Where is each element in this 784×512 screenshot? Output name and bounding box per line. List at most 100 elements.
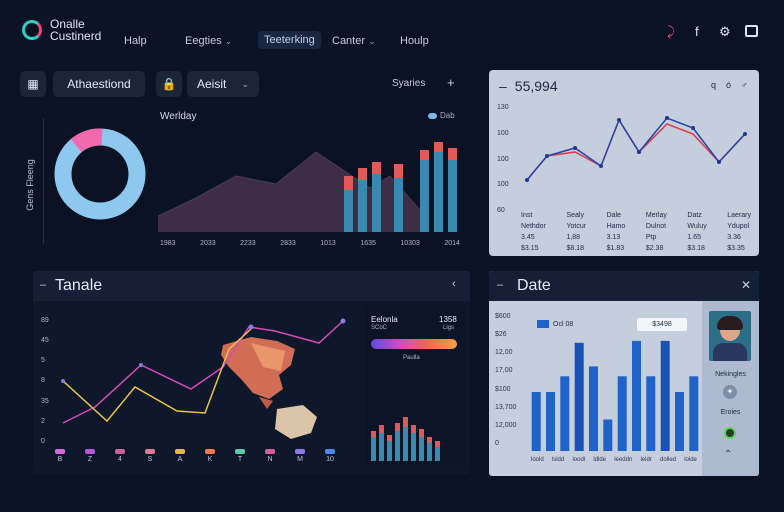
bar <box>395 431 400 461</box>
nav-item-teeterking[interactable]: Teeterking <box>258 31 321 49</box>
bar <box>420 150 429 160</box>
nav-item-eegties[interactable]: Eegties ⌄ <box>185 35 233 47</box>
bar <box>387 441 392 461</box>
date-bar-chart <box>531 340 699 451</box>
settings-icon[interactable]: ⚙ <box>719 24 731 39</box>
weekly-legend: Dab <box>428 111 455 120</box>
side-label-wrap: Gens Fleeng <box>20 150 35 230</box>
window-icon[interactable] <box>745 25 758 37</box>
bar <box>448 160 457 232</box>
pin-icon[interactable]: ⤸ <box>667 24 675 39</box>
legend-item[interactable]: A <box>175 449 185 463</box>
legend-swatch <box>115 449 125 454</box>
nav-item-canter[interactable]: Canter ⌄ <box>332 35 376 47</box>
legend-item[interactable]: 10 <box>325 449 335 463</box>
donut-segment-accent <box>54 128 146 220</box>
facebook-icon[interactable]: f <box>695 24 699 39</box>
point <box>248 324 254 330</box>
bar <box>372 162 381 174</box>
bar <box>372 174 381 232</box>
chevron-down-icon: ⌄ <box>368 36 376 46</box>
legend-swatch <box>428 112 437 119</box>
area-series-line <box>158 151 421 217</box>
bar <box>403 417 408 427</box>
legend-item[interactable]: 4 <box>115 449 125 463</box>
subcard-code: SCoC <box>371 325 388 331</box>
point <box>717 160 721 164</box>
legend-item[interactable]: B <box>55 449 65 463</box>
status-icon[interactable] <box>724 427 736 439</box>
series-label[interactable]: Syaries <box>392 78 426 89</box>
legend-item[interactable]: N <box>265 449 275 463</box>
collapse-icon[interactable]: ‹ <box>452 278 456 290</box>
nav-item-houlp[interactable]: Houlp <box>400 35 429 47</box>
point <box>637 150 641 154</box>
bar <box>403 427 408 461</box>
chevron-up-icon[interactable]: ⌃ <box>724 449 733 460</box>
bar <box>371 437 376 461</box>
bar <box>589 366 598 451</box>
avatar[interactable] <box>709 311 751 361</box>
line-card-icons: q ó ♂ <box>711 80 748 90</box>
legend-swatch <box>85 449 95 454</box>
lock-icon[interactable]: 🔒 <box>156 71 182 97</box>
info-icon[interactable]: ó <box>726 80 732 90</box>
line-card-chart <box>525 116 747 182</box>
divider <box>43 118 44 244</box>
series-yellow <box>62 328 252 423</box>
menu-icon[interactable]: – <box>497 279 504 291</box>
table-column: Sealy Yotcur 1,88 $8.18 <box>566 212 587 252</box>
point <box>139 363 143 367</box>
legend-item[interactable]: S <box>145 449 155 463</box>
point <box>665 116 669 120</box>
app-logo-text[interactable]: Onalle Custinerd <box>50 17 102 43</box>
weekly-x-axis: 1983 2033 2233 2833 1013 1635 10303 2014 <box>160 240 460 247</box>
line-card-y-axis: 130 100 100 100 60 <box>497 104 509 214</box>
legend-item[interactable]: K <box>205 449 215 463</box>
subcard-value2: Ligs <box>443 325 455 331</box>
menu-icon[interactable]: – <box>40 279 47 291</box>
subcard-value: 1358 <box>439 315 457 324</box>
legend-swatch <box>295 449 305 454</box>
value-badge[interactable]: $3498 <box>637 318 687 331</box>
subcard-bars <box>371 417 440 461</box>
logo-icon <box>22 20 42 40</box>
point <box>340 318 346 324</box>
legend-swatch <box>175 449 185 454</box>
tanale-y-axis: 89 45 5 8 35 2 0 <box>41 317 49 445</box>
side-label: Gens Fleeng <box>25 159 35 211</box>
legend-item[interactable]: Z <box>85 449 95 463</box>
nav-item-halp[interactable]: Halp <box>124 35 147 47</box>
date-x-axis: loold lsldd loodl ldlde leeddn leldr dol… <box>531 457 697 463</box>
close-icon[interactable]: ✕ <box>741 278 752 292</box>
user-icon[interactable]: ♂ <box>741 80 748 90</box>
bar <box>434 142 443 152</box>
add-series-button[interactable]: + <box>447 75 455 90</box>
date-title: Date <box>517 277 551 294</box>
legend-item[interactable]: M <box>295 449 305 463</box>
profile-sidebar: Nekingles ✦ Eroies ⌃ <box>702 301 759 476</box>
aeisit-select[interactable]: Aeisit ⌄ <box>187 71 259 97</box>
gradient-bar <box>371 339 457 349</box>
bar <box>603 419 613 451</box>
search-icon[interactable]: q <box>711 80 717 90</box>
tanale-title: Tanale <box>55 277 103 294</box>
profile-name: Nekingles <box>715 371 746 378</box>
line-card-table: Inst Nethdor 3.45 $3.15 Sealy Yotcur 1,88 $8.1… <box>521 210 751 254</box>
bar <box>560 376 570 451</box>
calendar-icon[interactable]: ▦ <box>20 71 46 97</box>
map-overlay <box>221 337 317 439</box>
bar <box>617 376 627 451</box>
twitter-icon[interactable]: ✦ <box>723 385 737 399</box>
athaestiond-button[interactable]: Athaestiond <box>53 71 145 97</box>
profile-tag: Eroies <box>720 409 741 416</box>
bar <box>427 443 432 461</box>
bar <box>435 441 440 447</box>
legend-item[interactable]: T <box>235 449 245 463</box>
series-red <box>526 118 746 181</box>
map-region <box>251 343 285 371</box>
bar <box>371 431 376 437</box>
map-region <box>275 405 317 439</box>
line-card: –55,994 q ó ♂ 130 100 100 100 60 Inst Net… <box>489 70 759 256</box>
bar <box>411 425 416 433</box>
